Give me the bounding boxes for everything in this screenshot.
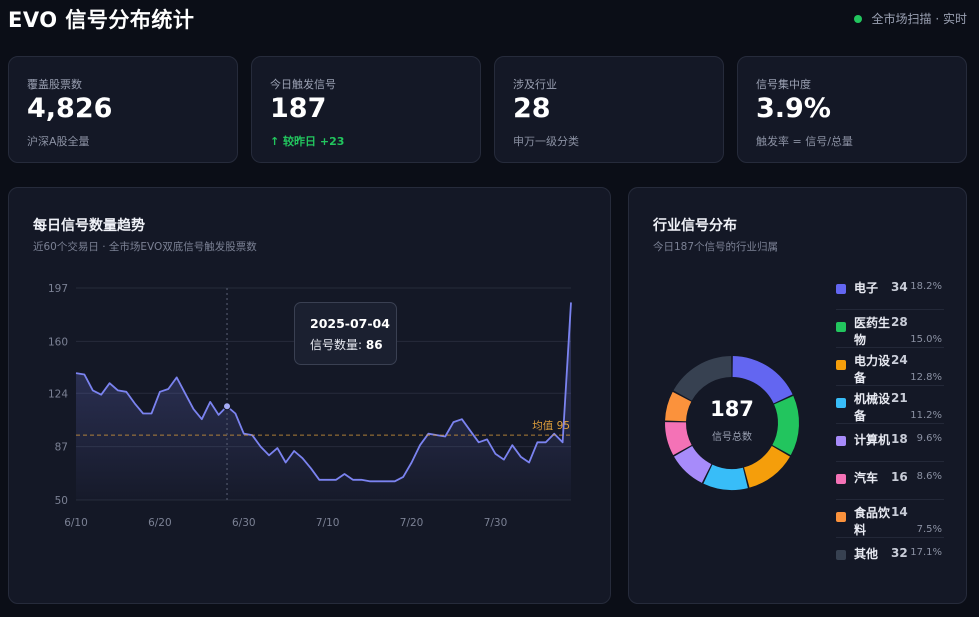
stat-sub: 沪深A股全量	[27, 135, 90, 148]
donut-center-label: 信号总数	[712, 432, 752, 443]
tooltip-label: 信号数量:	[310, 338, 363, 352]
legend-count: 24	[891, 353, 908, 367]
legend-percent: 17.1%	[910, 547, 942, 558]
legend-item: 医药生物 28 15.0%	[836, 310, 944, 348]
x-tick-label: 7/20	[400, 517, 424, 529]
stat-label: 今日触发信号	[270, 78, 336, 91]
donut-slice	[744, 446, 790, 488]
mean-label: 均值 95	[532, 419, 570, 432]
stat-label: 涉及行业	[513, 78, 557, 91]
y-tick-label: 197	[48, 283, 68, 295]
legend-swatch	[836, 398, 846, 408]
legend-percent: 18.2%	[910, 281, 942, 292]
donut-slice	[665, 422, 692, 456]
tooltip-date: 2025-07-04	[310, 316, 390, 331]
legend-swatch	[836, 322, 846, 332]
donut-slice	[703, 464, 748, 491]
page-title: EVO 信号分布统计	[8, 8, 195, 32]
legend-percent: 15.0%	[910, 334, 942, 345]
x-tick-label: 7/10	[316, 517, 340, 529]
stat-change: ↑ 较昨日 +23	[270, 135, 345, 148]
legend-item: 计算机 18 9.6%	[836, 424, 944, 462]
legend-percent: 11.2%	[910, 410, 942, 421]
trend-panel-subtitle: 近60个交易日 · 全市场EVO双底信号触发股票数	[33, 241, 257, 253]
stat-label: 覆盖股票数	[27, 78, 82, 91]
series-line	[75, 302, 572, 483]
legend-item: 汽车 16 8.6%	[836, 462, 944, 500]
y-tick-label: 160	[48, 336, 68, 348]
stat-card-signals: 今日触发信号 187 ↑ 较昨日 +23	[251, 56, 481, 163]
legend-item: 电子 34 18.2%	[836, 272, 944, 310]
donut-center-value: 187	[710, 397, 754, 421]
legend-item: 机械设备 21 11.2%	[836, 386, 944, 424]
stat-card-industries: 涉及行业 28 申万一级分类	[494, 56, 724, 163]
y-tick-label: 124	[48, 388, 68, 400]
legend-item: 其他 32 17.1%	[836, 538, 944, 576]
stat-sub: 触发率 = 信号/总量	[756, 135, 853, 148]
stat-sub: 申万一级分类	[513, 135, 579, 148]
stat-value: 3.9%	[756, 93, 831, 124]
legend-swatch	[836, 436, 846, 446]
donut-slice	[665, 391, 692, 422]
legend-percent: 7.5%	[916, 524, 942, 535]
legend-name: 机械设备	[854, 392, 891, 423]
donut-slice	[772, 395, 800, 456]
legend-count: 21	[891, 391, 908, 405]
tooltip-value: 86	[365, 338, 383, 352]
donut-slice	[673, 356, 732, 401]
legend-name: 医药生物	[854, 316, 891, 347]
trend-panel-title: 每日信号数量趋势	[33, 218, 145, 234]
x-tick-label: 7/30	[484, 517, 508, 529]
legend-name: 电子	[854, 281, 879, 295]
chart-tooltip: 2025-07-04 信号数量: 86	[294, 302, 397, 365]
stat-value: 187	[270, 93, 327, 124]
live-dot-icon	[853, 14, 862, 23]
series-area	[76, 302, 571, 500]
stat-value: 28	[513, 93, 551, 124]
legend-name: 电力设备	[854, 354, 891, 385]
legend-swatch	[836, 360, 846, 370]
legend-count: 18	[891, 432, 908, 446]
legend-count: 28	[891, 315, 908, 329]
industry-panel-subtitle: 今日187个信号的行业归属	[653, 241, 779, 253]
legend-count: 14	[891, 505, 908, 519]
industry-panel-title: 行业信号分布	[653, 218, 737, 234]
tooltip-value-line: 信号数量: 86	[310, 336, 383, 353]
legend-percent: 8.6%	[916, 471, 942, 482]
stat-card-stocks: 覆盖股票数 4,826 沪深A股全量	[8, 56, 238, 163]
x-tick-label: 6/20	[148, 517, 172, 529]
y-tick-label: 50	[55, 495, 68, 507]
donut-slice	[732, 356, 793, 404]
live-status: 全市场扫描 · 实时	[853, 10, 967, 27]
legend-swatch	[836, 512, 846, 522]
industry-legend: 电子 34 18.2% 医药生物 28 15.0% 电力设备 24 12.8% 机械设备 21 11.…	[836, 272, 944, 576]
legend-item: 电力设备 24 12.8%	[836, 348, 944, 386]
legend-count: 34	[891, 280, 908, 294]
live-status-text: 全市场扫描 · 实时	[871, 12, 967, 26]
stat-label: 信号集中度	[756, 78, 811, 91]
legend-swatch	[836, 550, 846, 560]
legend-swatch	[836, 284, 846, 294]
legend-item: 食品饮料 14 7.5%	[836, 500, 944, 538]
legend-percent: 9.6%	[916, 433, 942, 444]
legend-name: 食品饮料	[854, 506, 891, 537]
legend-swatch	[836, 474, 846, 484]
industry-panel: 行业信号分布 今日187个信号的行业归属	[628, 187, 967, 604]
legend-percent: 12.8%	[910, 372, 942, 383]
legend-name: 其他	[854, 547, 879, 561]
legend-name: 计算机	[854, 433, 891, 447]
donut-slice	[674, 446, 712, 483]
x-tick-label: 6/10	[64, 517, 88, 529]
legend-count: 16	[891, 470, 908, 484]
highlight-point	[223, 402, 232, 411]
legend-count: 32	[891, 546, 908, 560]
y-tick-label: 87	[55, 442, 68, 454]
legend-name: 汽车	[854, 471, 879, 485]
stat-card-concentration: 信号集中度 3.9% 触发率 = 信号/总量	[737, 56, 967, 163]
x-tick-label: 6/30	[232, 517, 256, 529]
stat-value: 4,826	[27, 93, 113, 124]
header: EVO 信号分布统计 全市场扫描 · 实时	[8, 4, 967, 32]
